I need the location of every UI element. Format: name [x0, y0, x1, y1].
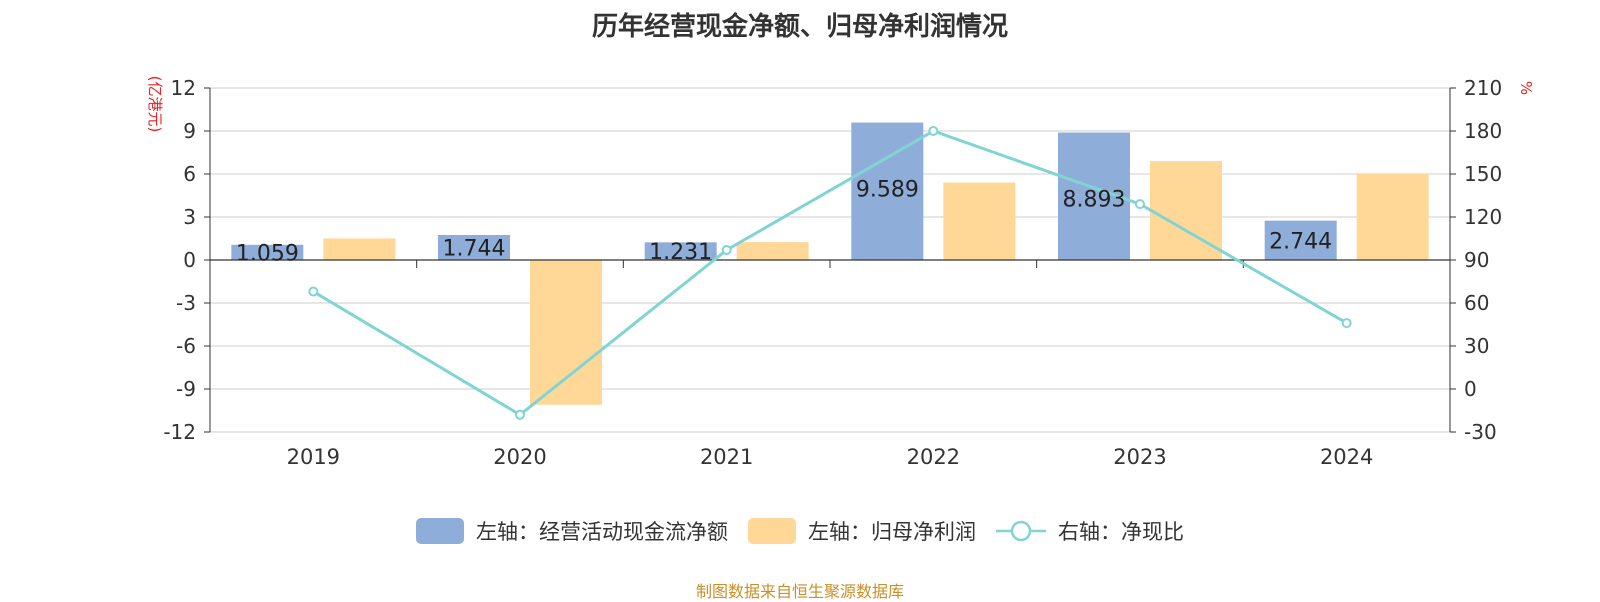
data-source-note: 制图数据来自恒生聚源数据库: [695, 582, 904, 601]
x-axis-tick-label: 2019: [287, 445, 340, 469]
legend-swatch-cashflow: [416, 518, 464, 544]
legend-item-ratio[interactable]: 右轴：净现比: [996, 516, 1184, 546]
data-label-cashflow: 8.893: [1063, 188, 1126, 213]
bar-cashflow[interactable]: [851, 122, 924, 260]
legend-label-cashflow: 左轴：经营活动现金流净额: [476, 520, 728, 544]
x-axis-tick-label: 2021: [700, 445, 753, 469]
left-axis-tick-label: 6: [183, 162, 196, 186]
right-axis-tick-label: 210: [1464, 76, 1502, 100]
right-axis-unit: %: [1517, 81, 1535, 95]
line-ratio: [312, 129, 1348, 417]
bar-net-profit[interactable]: [1356, 174, 1429, 260]
left-axis-tick-label: 0: [183, 248, 196, 272]
point-ratio[interactable]: [928, 126, 939, 136]
point-ratio[interactable]: [308, 286, 319, 297]
right-axis-tick-label: -30: [1464, 420, 1497, 444]
right-axis-tick-label: 30: [1464, 334, 1489, 358]
legend-swatch-net-profit: [748, 518, 796, 544]
x-axis-tick-label: 2024: [1320, 445, 1373, 469]
x-axis-tick-label: 2023: [1113, 445, 1166, 469]
right-axis-tick-label: 150: [1464, 162, 1502, 186]
legend-item-net-profit[interactable]: 左轴：归母净利润: [748, 516, 976, 546]
legend-marker-ratio: [1010, 520, 1032, 542]
bar-cashflow[interactable]: [438, 235, 510, 260]
right-axis-tick-label: 120: [1464, 205, 1502, 229]
x-axis-tick-label: 2022: [907, 445, 960, 469]
left-axis-tick-label: -12: [163, 420, 196, 444]
bar-cashflow[interactable]: [644, 242, 717, 260]
left-axis-tick-label: 12: [171, 76, 196, 100]
bar-net-profit[interactable]: [530, 260, 602, 405]
right-axis-tick-label: 90: [1464, 248, 1489, 272]
left-axis-tick-label: -6: [176, 334, 196, 358]
data-label-cashflow: 1.231: [649, 240, 712, 265]
legend-label-ratio: 右轴：净现比: [1058, 520, 1184, 544]
data-label-cashflow: 9.589: [856, 178, 919, 203]
point-ratio[interactable]: [721, 244, 732, 255]
bar-cashflow[interactable]: [1264, 220, 1337, 260]
left-axis-tick-label: 3: [183, 205, 196, 229]
left-axis-tick-label: 9: [183, 119, 196, 143]
x-axis-tick-label: 2020: [493, 445, 546, 469]
bar-net-profit[interactable]: [323, 238, 396, 261]
point-ratio[interactable]: [515, 409, 525, 420]
legend-swatch-ratio: [996, 520, 1046, 542]
legend-item-cashflow[interactable]: 左轴：经营活动现金流净额: [416, 516, 728, 546]
left-axis-tick-label: -3: [176, 291, 196, 315]
bar-net-profit[interactable]: [736, 242, 809, 260]
bar-cashflow[interactable]: [231, 244, 304, 260]
data-label-cashflow: 2.744: [1269, 229, 1332, 254]
chart-title: 历年经营现金净额、归母净利润情况: [591, 12, 1008, 42]
right-axis-tick-label: 60: [1464, 291, 1489, 315]
right-axis-tick-label: 180: [1464, 119, 1502, 143]
point-ratio[interactable]: [1135, 199, 1145, 210]
right-axis-tick-label: 0: [1464, 377, 1477, 401]
bar-net-profit[interactable]: [943, 182, 1016, 260]
point-ratio[interactable]: [1341, 318, 1352, 329]
left-axis-tick-label: -9: [176, 377, 196, 401]
legend-label-net-profit: 左轴：归母净利润: [808, 520, 976, 544]
left-axis-unit: (亿港元): [146, 76, 164, 133]
data-label-cashflow: 1.744: [443, 237, 506, 262]
chart-legend: 左轴：经营活动现金流净额 左轴：归母净利润 右轴：净现比: [0, 516, 1600, 546]
data-label-cashflow: 1.059: [236, 241, 299, 266]
